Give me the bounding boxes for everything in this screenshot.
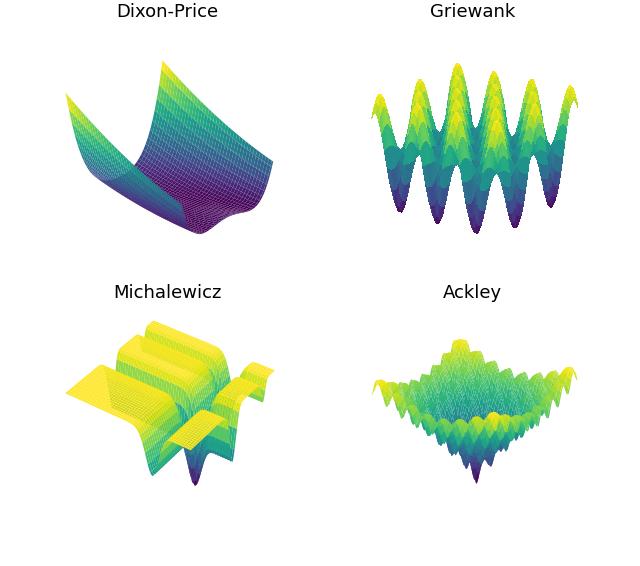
Title: Ackley: Ackley xyxy=(443,284,502,302)
Title: Michalewicz: Michalewicz xyxy=(113,284,221,302)
Title: Griewank: Griewank xyxy=(430,3,515,21)
Title: Dixon-Price: Dixon-Price xyxy=(116,3,219,21)
